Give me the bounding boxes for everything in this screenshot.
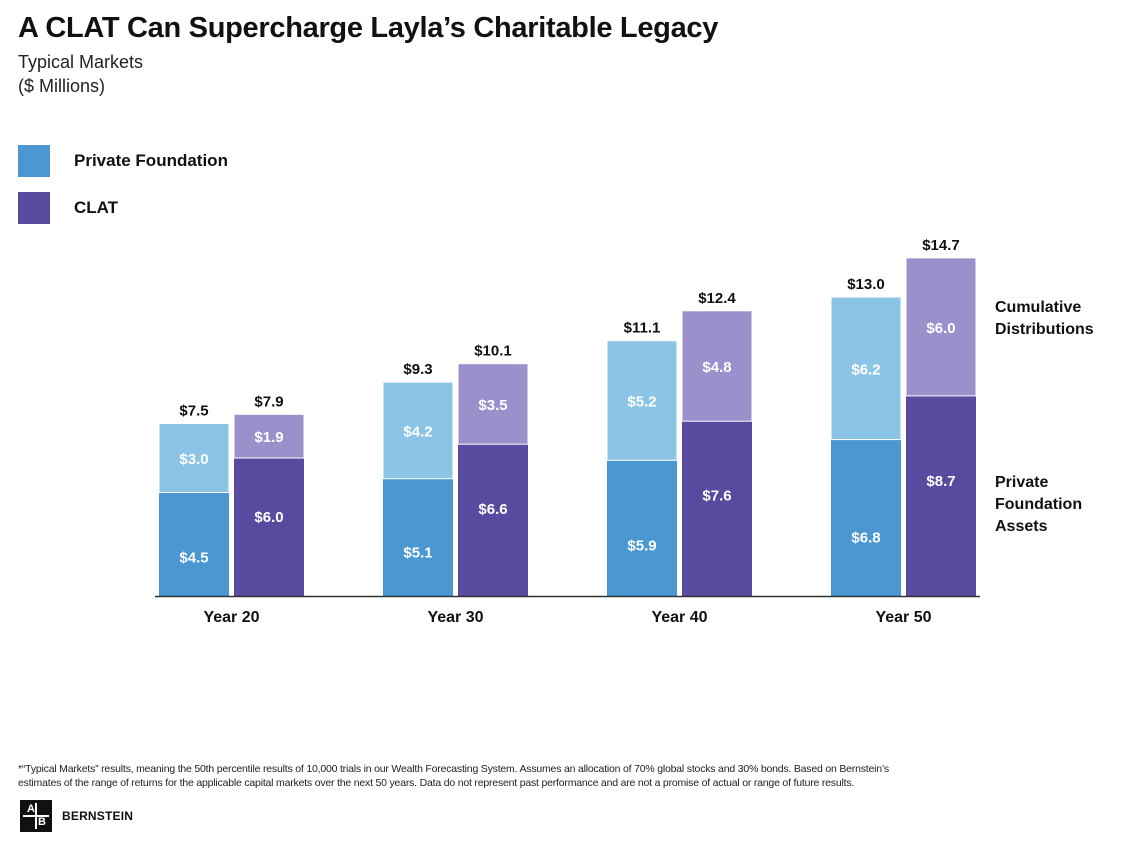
data-label-pf-assets: $5.1	[403, 544, 432, 561]
bar-clat-assets-year-40	[682, 421, 752, 596]
annotation-cumulative-distributions: Distributions	[995, 321, 1094, 338]
data-label-clat-distributions: $1.9	[254, 429, 283, 446]
x-tick-label: Year 20	[203, 609, 259, 626]
bar-pf-distributions-year-20	[158, 423, 230, 493]
data-label-pf-total: $11.1	[624, 320, 661, 337]
footnote-line-2: estimates of the range of returns for th…	[18, 777, 855, 789]
data-label-clat-distributions: $6.0	[926, 320, 955, 337]
bar-clat-distributions-year-50	[905, 257, 977, 397]
data-label-pf-distributions: $4.2	[403, 423, 432, 440]
footnote-line-1: *“Typical Markets” results, meaning the …	[18, 763, 889, 775]
data-label-clat-total: $14.7	[922, 237, 960, 254]
logo-text: BERNSTEIN	[62, 809, 134, 823]
legend-swatch-private-foundation	[18, 145, 50, 177]
data-label-pf-total: $13.0	[847, 276, 885, 293]
x-tick-label: Year 40	[651, 609, 707, 626]
bar-pf-assets-year-50	[831, 439, 901, 596]
data-label-pf-distributions: $6.2	[851, 361, 880, 378]
annotation-cumulative-distributions: Cumulative	[995, 299, 1081, 316]
bar-clat-assets-year-20	[234, 458, 304, 596]
bar-clat-assets-year-30	[458, 444, 528, 596]
footnote: *“Typical Markets” results, meaning the …	[18, 762, 1108, 790]
legend-item-private-foundation: Private Foundation	[18, 145, 228, 177]
data-label-pf-assets: $6.8	[851, 530, 880, 547]
bar-pf-distributions-year-40	[606, 340, 678, 461]
data-label-pf-total: $9.3	[403, 361, 432, 378]
bar-clat-distributions-year-20	[233, 413, 305, 459]
legend-item-clat: CLAT	[18, 192, 118, 224]
page-title: A CLAT Can Supercharge Layla’s Charitabl…	[18, 12, 719, 44]
data-label-clat-total: $10.1	[474, 343, 512, 360]
chart-subtitle: Typical Markets ($ Millions)	[18, 50, 143, 98]
legend-label-clat: CLAT	[74, 198, 119, 217]
bar-clat-assets-year-50	[906, 395, 976, 596]
data-label-pf-assets: $5.9	[627, 537, 656, 554]
logo-mark-bottom: B	[38, 816, 46, 828]
data-label-pf-assets: $4.5	[179, 550, 208, 567]
data-label-clat-assets: $6.0	[254, 509, 283, 526]
legend-label-private-foundation: Private Foundation	[74, 151, 228, 170]
logo-mark-top: A	[27, 803, 35, 815]
annotation-private-foundation-assets: Foundation	[995, 496, 1082, 513]
data-label-pf-distributions: $5.2	[627, 394, 656, 411]
data-label-clat-assets: $7.6	[702, 488, 731, 505]
bar-pf-distributions-year-50	[830, 296, 902, 441]
bar-clat-distributions-year-40	[681, 310, 753, 422]
data-label-clat-assets: $6.6	[478, 501, 507, 518]
bar-pf-assets-year-30	[383, 478, 453, 596]
bar-pf-assets-year-40	[607, 460, 677, 596]
bernstein-logo: A B BERNSTEIN	[20, 800, 133, 832]
data-label-clat-distributions: $4.8	[702, 359, 731, 376]
x-tick-label: Year 30	[427, 609, 483, 626]
annotation-private-foundation-assets: Private	[995, 474, 1048, 491]
bar-pf-assets-year-20	[159, 492, 229, 596]
ab-logo-mark: A B	[20, 800, 52, 832]
data-label-clat-total: $12.4	[698, 290, 736, 307]
data-label-clat-assets: $8.7	[926, 473, 955, 490]
annotation-private-foundation-assets: Assets	[995, 518, 1048, 535]
data-label-clat-distributions: $3.5	[478, 397, 507, 414]
bar-pf-distributions-year-30	[382, 381, 454, 480]
bar-clat-distributions-year-30	[457, 363, 529, 445]
data-label-clat-total: $7.9	[254, 393, 283, 410]
bar-chart: $4.5 $3.0 $7.5 $6.0 $1.9 $7.9 Year 20 $5.1 $4.2 $…	[155, 237, 1094, 626]
subtitle-market: Typical Markets	[18, 52, 144, 72]
subtitle-units: ($ Millions)	[18, 76, 106, 96]
legend-swatch-clat	[18, 192, 50, 224]
x-tick-label: Year 50	[875, 609, 931, 626]
data-label-pf-distributions: $3.0	[179, 451, 208, 468]
data-label-pf-total: $7.5	[179, 403, 208, 420]
